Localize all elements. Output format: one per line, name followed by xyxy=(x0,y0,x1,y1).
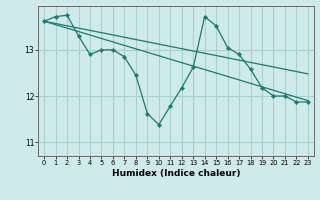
X-axis label: Humidex (Indice chaleur): Humidex (Indice chaleur) xyxy=(112,169,240,178)
